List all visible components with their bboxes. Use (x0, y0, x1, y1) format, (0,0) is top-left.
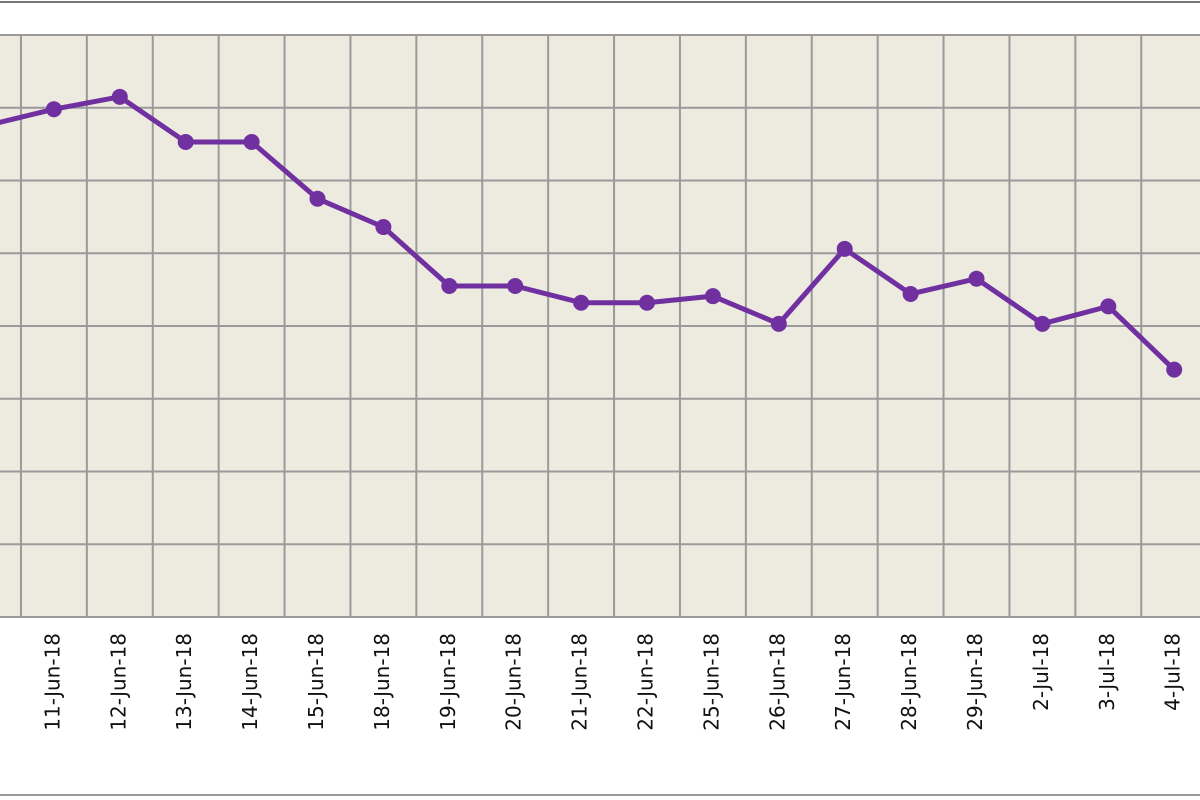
x-tick-label: 26-Jun-18 (765, 633, 789, 731)
x-tick-label: 29-Jun-18 (963, 633, 987, 731)
data-point (770, 315, 787, 332)
x-tick-label: 3-Jul-18 (1095, 633, 1119, 711)
x-tick-label: 13-Jun-18 (172, 633, 196, 731)
data-point (902, 285, 919, 302)
x-tick-label: 19-Jun-18 (436, 633, 460, 731)
x-tick-label: 11-Jun-18 (40, 633, 64, 731)
x-tick-label: 28-Jun-18 (897, 633, 921, 731)
data-point (1166, 361, 1183, 378)
x-tick-label: 25-Jun-18 (699, 633, 723, 731)
x-tick-label: 2-Jul-18 (1029, 633, 1053, 711)
data-point (968, 270, 985, 287)
data-point (375, 219, 392, 236)
x-tick-label: 21-Jun-18 (568, 633, 592, 731)
data-point (45, 101, 62, 118)
data-point (1100, 298, 1117, 315)
x-tick-label: 4-Jul-18 (1161, 633, 1185, 711)
x-tick-label: 15-Jun-18 (304, 633, 328, 731)
data-point (243, 133, 260, 150)
x-tick-label: 18-Jun-18 (370, 633, 394, 731)
data-point (573, 294, 590, 311)
data-point (836, 240, 853, 257)
x-tick-label: 20-Jun-18 (502, 633, 526, 731)
x-tick-label: 27-Jun-18 (831, 633, 855, 731)
data-point (111, 88, 128, 105)
data-point (441, 277, 458, 294)
x-tick-label: 14-Jun-18 (238, 633, 262, 731)
x-tick-label: 22-Jun-18 (634, 633, 658, 731)
data-point (507, 277, 524, 294)
data-point (1034, 315, 1051, 332)
data-point (177, 133, 194, 150)
x-tick-label: 12-Jun-18 (106, 633, 130, 731)
data-point (704, 288, 721, 305)
data-point (639, 294, 655, 311)
data-point (309, 190, 326, 207)
